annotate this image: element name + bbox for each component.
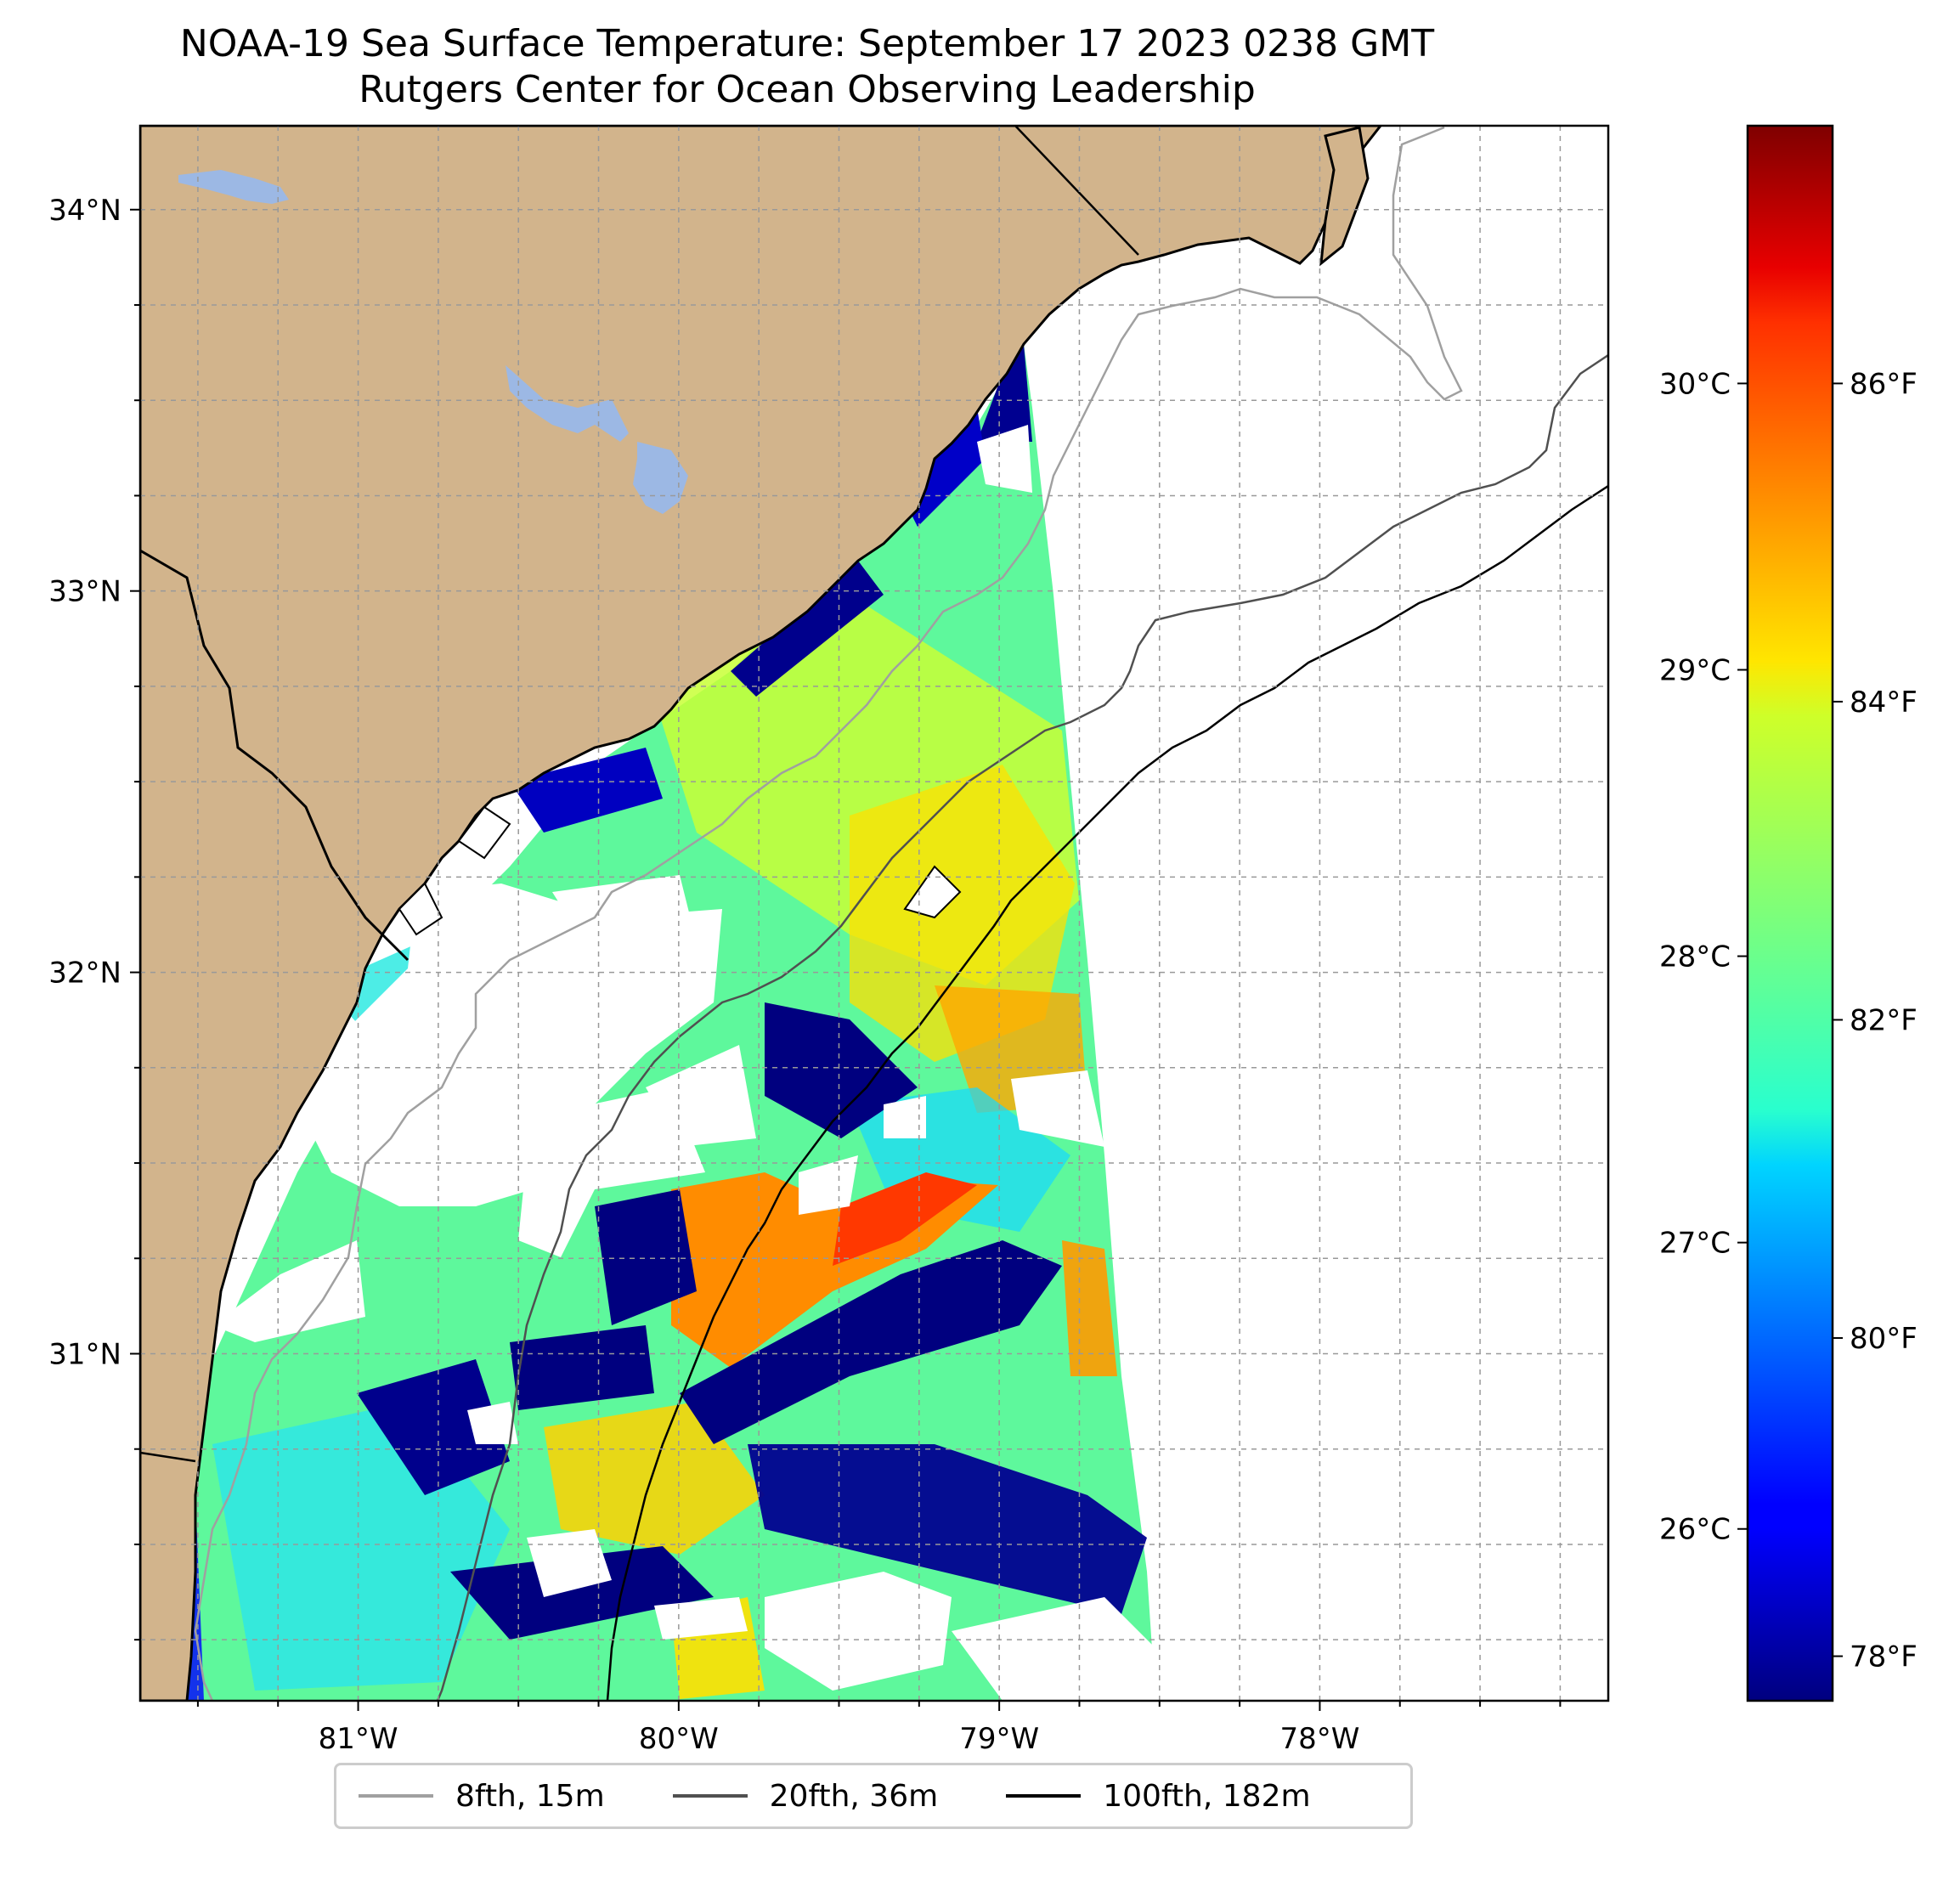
cloud-gap-5: [646, 1045, 756, 1147]
fahrenheit-tick-label: 78°F: [1850, 1640, 1918, 1674]
sst-cold-patch-5: [765, 1002, 918, 1138]
title-line-1: NOAA-19 Sea Surface Temperature: Septemb…: [179, 22, 1435, 65]
sst-map: [140, 126, 1608, 1701]
celsius-tick-label: 26°C: [1659, 1513, 1731, 1547]
legend-swatch-8fth: [359, 1794, 433, 1798]
lon-tick-label: 79°W: [959, 1722, 1039, 1756]
lon-tick-label: 81°W: [319, 1722, 398, 1756]
isobath-20fth: [436, 353, 1608, 1701]
lat-tick-label: 33°N: [48, 575, 121, 609]
map-frame: [138, 124, 1610, 1702]
sst-cold-band-2: [748, 1444, 1147, 1614]
legend-item-20fth: 20fth, 36m: [672, 1778, 985, 1814]
cloud-gap-14: [467, 1402, 518, 1444]
lon-tick-label: 80°W: [639, 1722, 719, 1756]
cloud-gap-8: [1011, 1070, 1104, 1147]
lake-marion: [506, 365, 629, 442]
state-border-sc-ga: [140, 549, 410, 962]
celsius-tick-label: 27°C: [1659, 1227, 1731, 1261]
sst-yellow-patch: [850, 765, 1075, 1062]
cloud-gap-9: [884, 1096, 926, 1138]
cloud-gap-6: [799, 1155, 858, 1215]
isobath-legend: 8fth, 15m 20fth, 36m 100fth, 182m: [334, 1763, 1413, 1829]
cloud-gap-2: [552, 875, 697, 960]
cloud-gap-3: [212, 1240, 365, 1342]
legend-item-100fth: 100fth, 182m: [1006, 1779, 1356, 1814]
sst-cold-band-1: [680, 1240, 1062, 1444]
fahrenheit-tick-label: 86°F: [1850, 367, 1918, 401]
state-border-ga-fl: [140, 1451, 196, 1463]
isobath-8fth: [194, 126, 1463, 1701]
legend-item-8fth: 8fth, 15m: [359, 1779, 651, 1814]
sst-cold-coast-3: [731, 561, 884, 697]
title-line-2: Rutgers Center for Ocean Observing Leade…: [359, 68, 1256, 111]
sst-cold-patch-4: [595, 1189, 697, 1325]
lat-tick-label: 32°N: [48, 957, 121, 991]
cloud-gap-10: [654, 1597, 748, 1640]
fahrenheit-tick-label: 80°F: [1850, 1322, 1918, 1356]
map-axis-ticks: 34°N 33°N 32°N 31°N 81°W 80°W 79°W 78°W: [48, 194, 1562, 1756]
cloud-gap-12: [952, 1597, 1155, 1701]
inlet-2: [457, 805, 511, 860]
cloud-gap-11: [765, 1572, 952, 1691]
sst-cold-coast-4: [510, 748, 663, 833]
celsius-tick-label: 28°C: [1659, 940, 1731, 974]
state-border-nc-sc: [1014, 126, 1139, 256]
celsius-tick-label: 30°C: [1659, 367, 1731, 401]
sst-cold-patch-3: [450, 1546, 714, 1640]
legend-label-8fth: 8fth, 15m: [455, 1778, 605, 1814]
inlet-3: [398, 882, 443, 936]
lat-tick-label: 34°N: [48, 194, 121, 228]
legend-label-20fth: 20fth, 36m: [769, 1778, 939, 1814]
sst-red-core: [833, 1172, 977, 1266]
legend-swatch-20fth: [672, 1794, 748, 1798]
sst-cold-coast-north: [977, 344, 1032, 442]
coastline: [140, 126, 1382, 1701]
lake-1: [178, 170, 289, 204]
legend-swatch-100fth: [1006, 1794, 1082, 1798]
lon-tick-label: 78°W: [1279, 1722, 1359, 1756]
sst-cold-patch-2: [510, 1325, 654, 1410]
cloud-gap-7: [977, 425, 1032, 493]
sst-cold-patch-1: [357, 1359, 510, 1495]
barrier-island: [1319, 126, 1370, 267]
cloud-gap-1: [289, 884, 722, 1206]
colorbar-ticks: 30°C 29°C 28°C 27°C 26°C 86°F 84°F 82°F 80°F 78°F: [1659, 367, 1918, 1674]
celsius-tick-label: 29°C: [1659, 653, 1731, 687]
colorbar: [1746, 124, 1834, 1702]
fahrenheit-tick-label: 82°F: [1850, 1003, 1918, 1037]
map-gridlines: [140, 126, 1608, 1701]
sst-data-swath: [140, 344, 1155, 1701]
lat-tick-label: 31°N: [48, 1337, 121, 1371]
isobath-100fth: [606, 484, 1608, 1701]
sst-orange-east-edge: [1062, 1240, 1117, 1376]
legend-label-100fth: 100fth, 182m: [1103, 1778, 1311, 1814]
isobath-lines: [194, 126, 1608, 1701]
fahrenheit-tick-label: 84°F: [1850, 686, 1918, 720]
cloud-gap-13: [527, 1529, 612, 1597]
